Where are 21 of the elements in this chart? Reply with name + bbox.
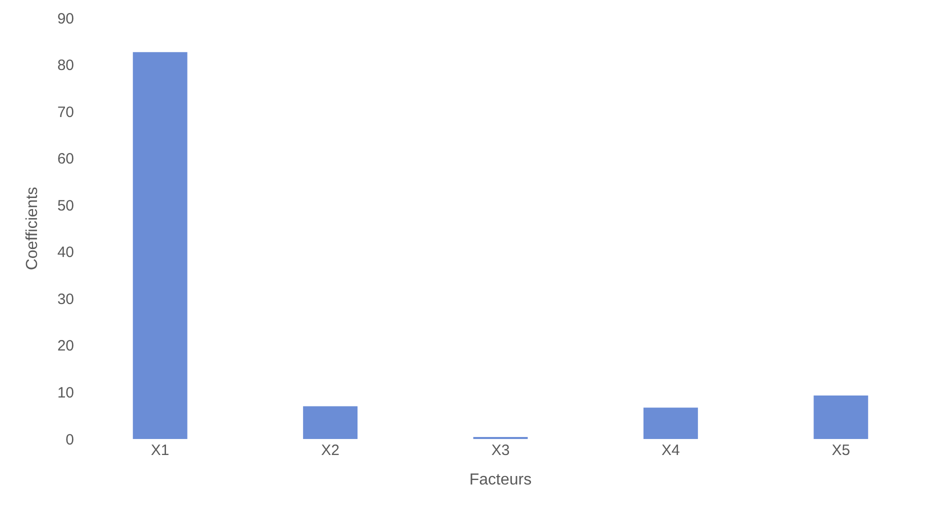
y-tick-label: 70: [57, 104, 74, 121]
bar: [814, 396, 868, 439]
x-tick-label: X1: [150, 442, 170, 459]
bar: [132, 52, 188, 439]
y-tick-label: 20: [57, 338, 74, 355]
x-axis-title: Facteurs: [469, 472, 532, 489]
y-tick-label: 60: [57, 150, 74, 168]
y-tick-label: 0: [66, 431, 74, 448]
x-tick-label: X3: [491, 442, 510, 459]
y-tick-label: 80: [57, 57, 74, 74]
bar: [643, 408, 698, 439]
y-tick-label: 10: [57, 384, 74, 402]
x-tick-label: X4: [662, 442, 680, 459]
x-tick-label: X2: [321, 442, 340, 459]
x-tick-label: X5: [832, 442, 850, 459]
y-tick-label: 50: [57, 197, 74, 214]
y-tick-label: 90: [57, 10, 74, 28]
y-axis-title: Coefficients: [24, 186, 42, 270]
bar: [303, 406, 358, 439]
y-tick-label: 40: [57, 244, 74, 262]
y-tick-label: 30: [57, 290, 74, 308]
